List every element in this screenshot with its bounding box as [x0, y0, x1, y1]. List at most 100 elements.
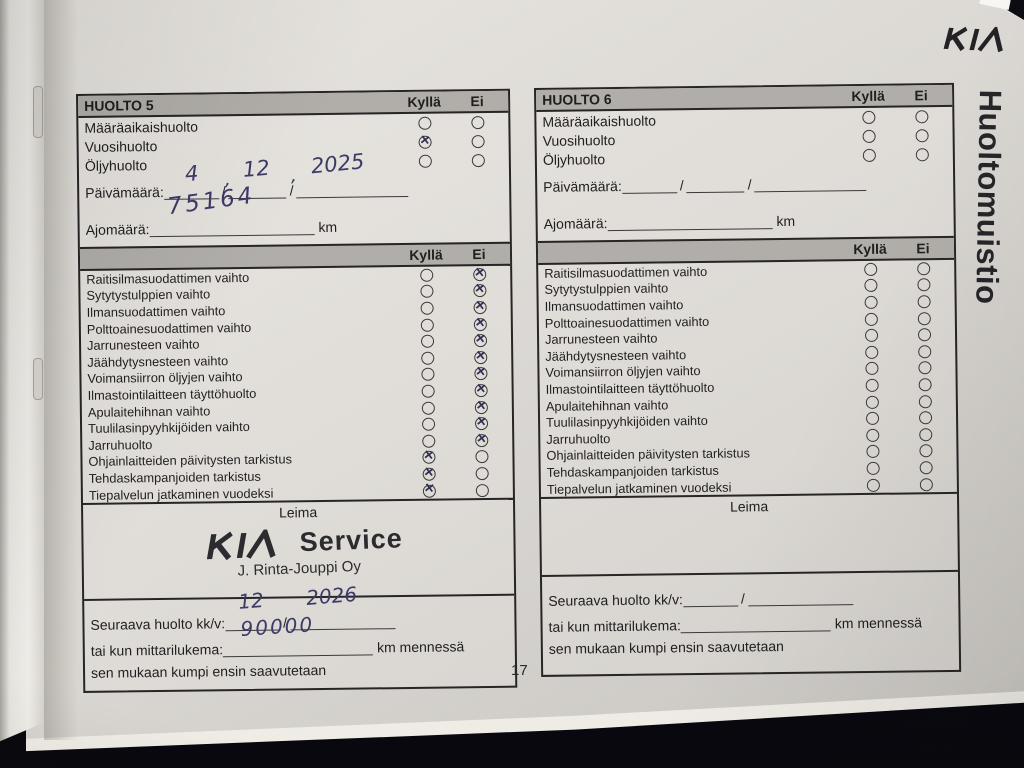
- checkbox-yes: ×: [844, 428, 900, 442]
- circle-checkbox: [917, 311, 931, 325]
- checkbox-no: ×: [454, 280, 504, 298]
- circle-checkbox: [918, 427, 932, 442]
- circle-checkbox: [914, 110, 928, 124]
- circle-checkbox: [915, 129, 929, 143]
- circle-checkbox: [865, 395, 879, 409]
- checkbox-yes: ×: [840, 110, 896, 125]
- circle-checkbox: [863, 262, 877, 276]
- next-year-blank: [289, 613, 396, 631]
- next-service-label: Seuraava huolto kk/v:: [90, 615, 226, 634]
- km-label: km: [318, 218, 338, 236]
- checkbox-no: ×: [455, 330, 505, 348]
- stamp-box: Leima Service J. Rinta-Jouppi Oy: [83, 498, 515, 600]
- checkbox-no: ×: [455, 363, 505, 381]
- km-by-label: km mennessä: [834, 614, 923, 632]
- circle-checkbox: [471, 135, 485, 149]
- next-month-blank: [225, 614, 281, 632]
- staple: [33, 358, 43, 400]
- km-label: km: [776, 212, 796, 230]
- stamp-service-word: Service: [299, 523, 404, 558]
- checkbox-yes: ×: [398, 285, 454, 299]
- checkbox-yes: ×: [844, 395, 900, 409]
- checkbox-yes: ×: [843, 312, 899, 326]
- circle-checkbox: [419, 285, 434, 299]
- checkbox-no: ×: [456, 450, 506, 464]
- circle-checkbox: [917, 328, 931, 342]
- checkbox-yes: ×: [842, 262, 898, 276]
- column-header-no: Ei: [916, 240, 930, 257]
- checkbox-yes: ×: [399, 351, 455, 365]
- odometer-blank: [149, 219, 315, 238]
- stamp-box: Leima: [541, 492, 958, 576]
- checkbox-yes: ×: [845, 461, 901, 475]
- date-year-blank: [296, 180, 409, 199]
- date-label: Päivämäärä:: [543, 177, 622, 195]
- checkbox-no: ×: [457, 483, 507, 497]
- circle-checkbox: [862, 148, 876, 162]
- checkbox-yes: ×: [843, 295, 899, 310]
- date-label: Päivämäärä:: [85, 183, 164, 201]
- or-odometer-label: tai kun mittarilukema:: [548, 617, 681, 636]
- circle-checkbox: [421, 401, 435, 415]
- odometer-blank: [607, 213, 773, 232]
- circle-checkbox: [418, 154, 432, 168]
- circle-checkbox: [865, 411, 879, 426]
- checkbox-yes: ×: [843, 362, 899, 376]
- checkbox-no: ×: [455, 313, 505, 331]
- checkbox-yes: ×: [844, 378, 900, 393]
- column-header-yes: Kyllä: [407, 93, 441, 110]
- service-type-label: Öljyhuolto: [84, 156, 148, 174]
- checkbox-yes: ×: [400, 384, 456, 398]
- circle-checkbox: [420, 318, 434, 332]
- checkbox-yes: ×: [400, 417, 456, 432]
- circle-checkbox: [417, 116, 431, 130]
- circle-checkbox: [421, 434, 435, 448]
- circle-checkbox: [915, 148, 929, 162]
- checkbox-no: ×: [455, 297, 505, 315]
- booklet-section-title: Huoltomuistio: [969, 89, 1008, 305]
- date-row: Päivämäärä: / /: [537, 164, 953, 200]
- circle-checkbox: [470, 116, 484, 130]
- circle-checkbox: [865, 445, 880, 459]
- checkbox-no: ×: [899, 361, 949, 375]
- checkbox-yes: ×: [843, 328, 899, 343]
- checkbox-no: ×: [899, 295, 949, 309]
- checkbox-no: ×: [452, 116, 502, 130]
- checkbox-no: ×: [456, 380, 506, 398]
- date-year-blank: [754, 174, 867, 193]
- next-odometer-row: tai kun mittarilukema: km mennessä 90000: [91, 613, 509, 660]
- circle-checkbox: [917, 295, 931, 309]
- slash: /: [221, 183, 226, 200]
- service-5-title: HUOLTO 5: [84, 97, 154, 114]
- next-odometer-blank: [222, 639, 374, 658]
- checkbox-yes: ×: [399, 334, 455, 349]
- checkbox-no: ×: [901, 477, 951, 491]
- circle-checkbox: [420, 368, 435, 382]
- circle-checkbox: [474, 450, 489, 464]
- checkbox-no: ×: [900, 394, 950, 408]
- circle-checkbox: [918, 444, 933, 458]
- checkbox-no: ×: [900, 427, 950, 442]
- checkbox-yes: ×: [401, 480, 457, 498]
- circle-checkbox: [866, 478, 880, 492]
- circle-checkbox: [865, 378, 879, 392]
- checkbox-yes: ×: [399, 318, 455, 332]
- whichever-first-note: sen mukaan kumpi ensin saavutetaan: [90, 662, 327, 682]
- slash: /: [747, 176, 752, 193]
- circle-checkbox: [420, 334, 434, 348]
- service-type-label: Määräaikaishuolto: [542, 112, 657, 130]
- checkbox-no: ×: [896, 110, 946, 124]
- circle-checkbox: [864, 345, 878, 359]
- circle-checkbox: [864, 295, 878, 309]
- circle-checkbox: [420, 301, 434, 315]
- service-type-label: Vuosihuolto: [84, 137, 158, 155]
- checkbox-yes: ×: [845, 478, 901, 492]
- service-type-label: Vuosihuolto: [542, 131, 616, 149]
- circle-checkbox: [864, 328, 878, 343]
- next-year-blank: [747, 589, 853, 607]
- circle-checkbox: [862, 129, 876, 143]
- date-month-blank: [686, 176, 745, 194]
- checkbox-no: ×: [453, 154, 503, 168]
- slash: /: [289, 182, 294, 199]
- page-number: 17: [511, 662, 528, 679]
